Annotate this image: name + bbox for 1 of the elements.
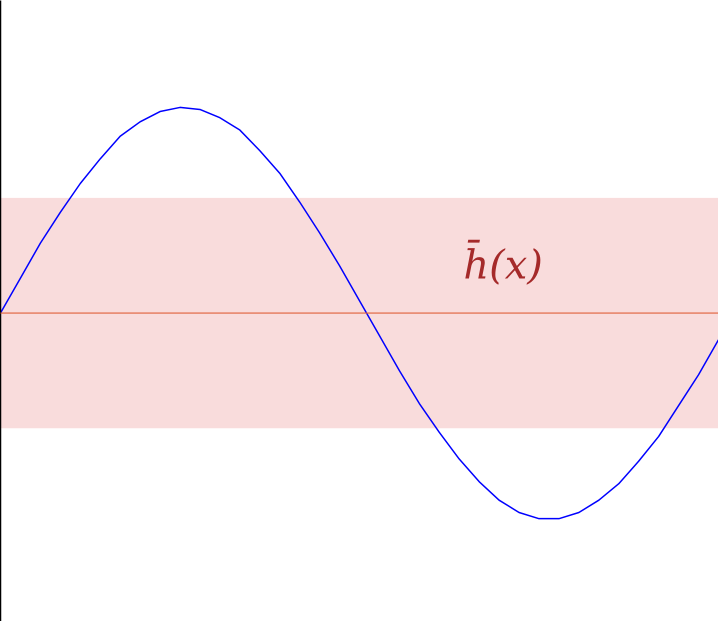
ref-line-label: h̄(x): [463, 240, 543, 288]
